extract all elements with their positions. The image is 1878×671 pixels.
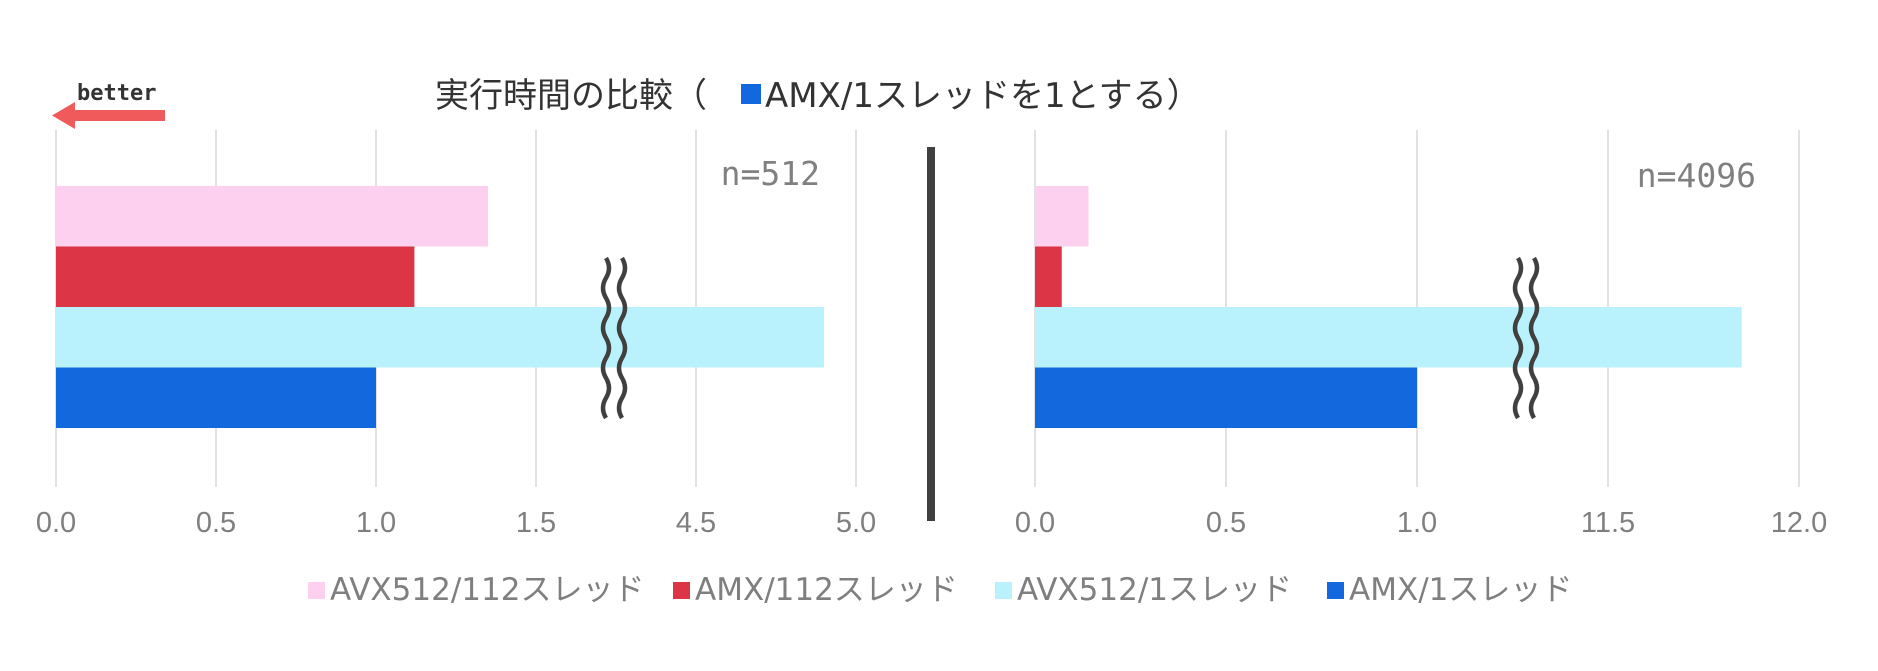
legend-label-avx512112: AVX512/112スレッド <box>330 572 644 608</box>
x-tick-label: 0.0 <box>36 507 76 539</box>
better-label: better <box>77 81 156 106</box>
legend-label-amx1: AMX/1スレッド <box>1349 572 1572 608</box>
panel-label-n4096: n=4096 <box>1637 156 1756 195</box>
x-tick-label: 12.0 <box>1771 507 1827 539</box>
axis-break-n512 <box>600 256 628 420</box>
chart-title: 実行時間の比較（ <box>435 76 707 116</box>
bar-n512-amx112 <box>56 246 415 307</box>
legend-label-amx112: AMX/112スレッド <box>695 572 958 608</box>
panel-n4096: 0.0 0.5 1.0 11.5 12.0 n=4096 <box>1015 130 1827 539</box>
panel-label-n512: n=512 <box>721 154 820 193</box>
x-tick-label: 1.5 <box>516 507 556 539</box>
bar-n512-avx512112 <box>56 186 488 247</box>
legend-label-avx5121: AVX512/1スレッド <box>1017 572 1292 608</box>
bar-n4096-amx1 <box>1035 367 1417 428</box>
bar-n4096-avx512112 <box>1035 186 1089 247</box>
x-tick-label: 1.0 <box>1397 507 1437 539</box>
x-tick-label: 4.5 <box>676 507 716 539</box>
x-tick-label: 11.5 <box>1581 507 1635 539</box>
title-legend-marker <box>741 84 761 104</box>
legend-swatch-amx112 <box>673 582 690 599</box>
bar-n512-avx5121 <box>56 307 824 368</box>
legend-swatch-avx512112 <box>308 582 325 599</box>
panel-divider <box>927 147 935 521</box>
legend-swatch-avx5121 <box>995 582 1012 599</box>
x-tick-label: 5.0 <box>836 507 876 539</box>
x-tick-label: 0.5 <box>196 507 236 539</box>
legend-swatch-amx1 <box>1327 582 1344 599</box>
x-tick-label: 0.0 <box>1015 507 1055 539</box>
legend: AVX512/112スレッド AMX/112スレッド AVX512/1スレッド AMX… <box>308 572 1572 608</box>
x-tick-label: 1.0 <box>356 507 396 539</box>
axis-break-n4096 <box>1512 256 1540 420</box>
chart-title-suffix: AMX/1スレッドを1とする） <box>765 76 1201 116</box>
bar-n4096-amx112 <box>1035 246 1062 307</box>
bar-n512-amx1 <box>56 367 376 428</box>
bar-n4096-avx5121 <box>1035 307 1742 368</box>
better-arrow-icon <box>52 102 165 129</box>
x-tick-label: 0.5 <box>1206 507 1246 539</box>
panel-n512: 0.0 0.5 1.0 1.5 4.5 5.0 n=512 <box>36 130 876 539</box>
